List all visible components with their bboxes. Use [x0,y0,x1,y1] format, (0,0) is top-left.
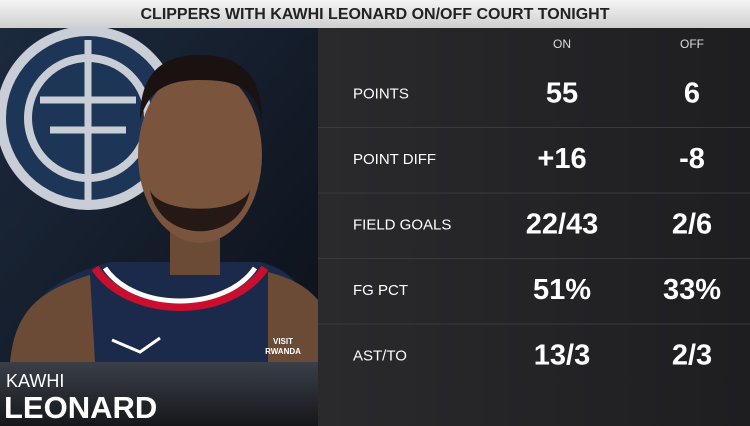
jersey-sponsor: RWANDA [265,347,301,356]
stat-value: 33% [663,274,721,306]
row-label: POINTS [353,86,409,103]
jersey-sponsor: VISIT [273,337,293,346]
player-last-name: LEONARD [4,390,157,425]
stats-panel [318,28,750,426]
stats-table: ON OFF POINTS 55 6 POINT DIFF +16 -8 FIELD GOALS… [318,37,750,371]
stat-value: 13/3 [534,339,590,371]
title: CLIPPERS WITH KAWHI LEONARD ON/OFF COURT… [140,6,609,23]
stat-value: -8 [679,143,705,175]
player-photo [10,55,318,362]
row-label: AST/TO [353,348,407,365]
stat-value: +16 [537,143,586,175]
row-label: POINT DIFF [353,151,436,168]
name-plate [0,362,318,426]
stat-value: 6 [684,77,700,109]
team-logo [0,26,180,210]
stat-value: 2/6 [672,208,712,240]
row-label: FG PCT [353,282,408,299]
column-header: ON [553,37,571,51]
stat-value: 55 [546,77,578,109]
row-label: FIELD GOALS [353,217,451,234]
stat-value: 2/3 [672,339,712,371]
stat-value: 22/43 [526,208,599,240]
title-bar [0,0,750,28]
stat-value: 51% [533,274,591,306]
column-header: OFF [680,37,704,51]
player-first-name: KAWHI [6,371,64,391]
